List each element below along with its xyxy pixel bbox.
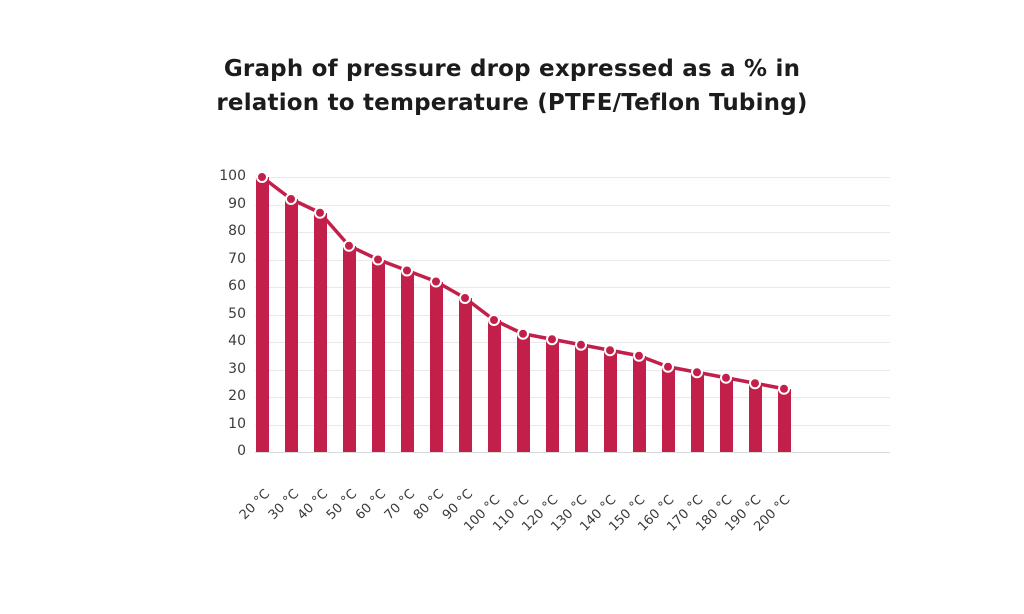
y-tick-label: 30 bbox=[228, 360, 246, 377]
x-tick-label: 30 °C bbox=[265, 486, 303, 523]
data-point-marker bbox=[343, 239, 355, 252]
y-tick-label: 0 bbox=[237, 443, 246, 459]
bar bbox=[400, 270, 414, 452]
bar bbox=[458, 298, 472, 452]
bar bbox=[690, 372, 704, 452]
data-point-marker bbox=[459, 292, 471, 304]
gridline bbox=[255, 287, 890, 288]
x-tick-label: 40 °C bbox=[294, 486, 332, 523]
y-tick-label: 70 bbox=[228, 250, 246, 267]
bar bbox=[545, 339, 559, 452]
bar bbox=[748, 383, 762, 452]
gridline bbox=[255, 452, 890, 453]
x-tick-label: 70 °C bbox=[381, 486, 419, 523]
trend-line-layer bbox=[256, 171, 790, 395]
chart-title-line2: relation to temperature (PTFE/Teflon Tub… bbox=[216, 90, 808, 116]
data-point-marker bbox=[575, 338, 587, 351]
footer: PT. BAWALAKSANA CENTRAL INDUSTRIAL Autho… bbox=[0, 524, 1024, 614]
bar bbox=[371, 259, 385, 452]
y-tick-label: 80 bbox=[228, 223, 246, 239]
bar bbox=[603, 350, 617, 452]
y-tick-label: 100 bbox=[219, 168, 246, 184]
trend-line bbox=[260, 175, 786, 391]
x-tick-label: 50 °C bbox=[323, 486, 361, 523]
data-point-marker bbox=[285, 193, 297, 205]
data-point-marker bbox=[720, 371, 732, 384]
gridline bbox=[255, 177, 890, 178]
data-point-marker bbox=[401, 264, 413, 277]
bar bbox=[661, 366, 675, 452]
x-tick-label: 20 °C bbox=[236, 486, 274, 523]
data-point-marker bbox=[546, 333, 558, 346]
gridline bbox=[255, 397, 890, 398]
gridline bbox=[255, 232, 890, 233]
bar bbox=[487, 320, 501, 452]
data-point-marker bbox=[633, 349, 645, 362]
y-tick-label: 10 bbox=[228, 415, 246, 432]
plot-area: 20 °C 30 °C 40 °C 50 °C 60 °C 70 °C 80 °C 90 °C… bbox=[237, 171, 890, 535]
data-point-marker bbox=[256, 171, 268, 183]
data-point-marker bbox=[691, 366, 703, 379]
y-tick-label: 60 bbox=[228, 278, 246, 294]
data-point-marker bbox=[517, 327, 529, 340]
gridline bbox=[255, 259, 890, 261]
y-tick-label: 50 bbox=[228, 305, 246, 322]
data-point-marker bbox=[749, 377, 761, 390]
gridline bbox=[255, 204, 890, 206]
bar bbox=[255, 177, 269, 452]
bar bbox=[284, 199, 298, 452]
bar bbox=[574, 344, 588, 452]
bar bbox=[429, 281, 443, 452]
bar bbox=[777, 388, 791, 452]
gridline bbox=[255, 424, 890, 426]
data-point-marker bbox=[430, 275, 442, 288]
gridline bbox=[255, 369, 890, 371]
data-point-marker bbox=[314, 206, 326, 219]
gridline bbox=[255, 314, 890, 316]
data-point-marker bbox=[604, 344, 616, 357]
y-tick-label: 40 bbox=[228, 333, 246, 349]
data-point-marker bbox=[778, 382, 790, 395]
y-tick-label: 20 bbox=[228, 388, 246, 404]
chart-title-line1: Graph of pressure drop expressed as a % … bbox=[223, 56, 801, 82]
bar bbox=[516, 333, 530, 452]
data-point-marker bbox=[488, 314, 500, 326]
bar bbox=[342, 245, 356, 452]
x-tick-label: 60 °C bbox=[352, 486, 390, 523]
chart-title: Graph of pressure drop expressed as a % … bbox=[0, 52, 1024, 120]
data-point-marker bbox=[662, 360, 674, 373]
y-axis-labels: 0 10 20 30 40 50 60 70 80 90 100 bbox=[196, 168, 246, 459]
data-point-marker bbox=[372, 253, 384, 266]
y-tick-label: 90 bbox=[228, 195, 246, 212]
bar bbox=[313, 212, 327, 452]
x-tick-label: 80 °C bbox=[410, 486, 448, 523]
bar bbox=[632, 355, 646, 452]
bar bbox=[719, 377, 733, 452]
